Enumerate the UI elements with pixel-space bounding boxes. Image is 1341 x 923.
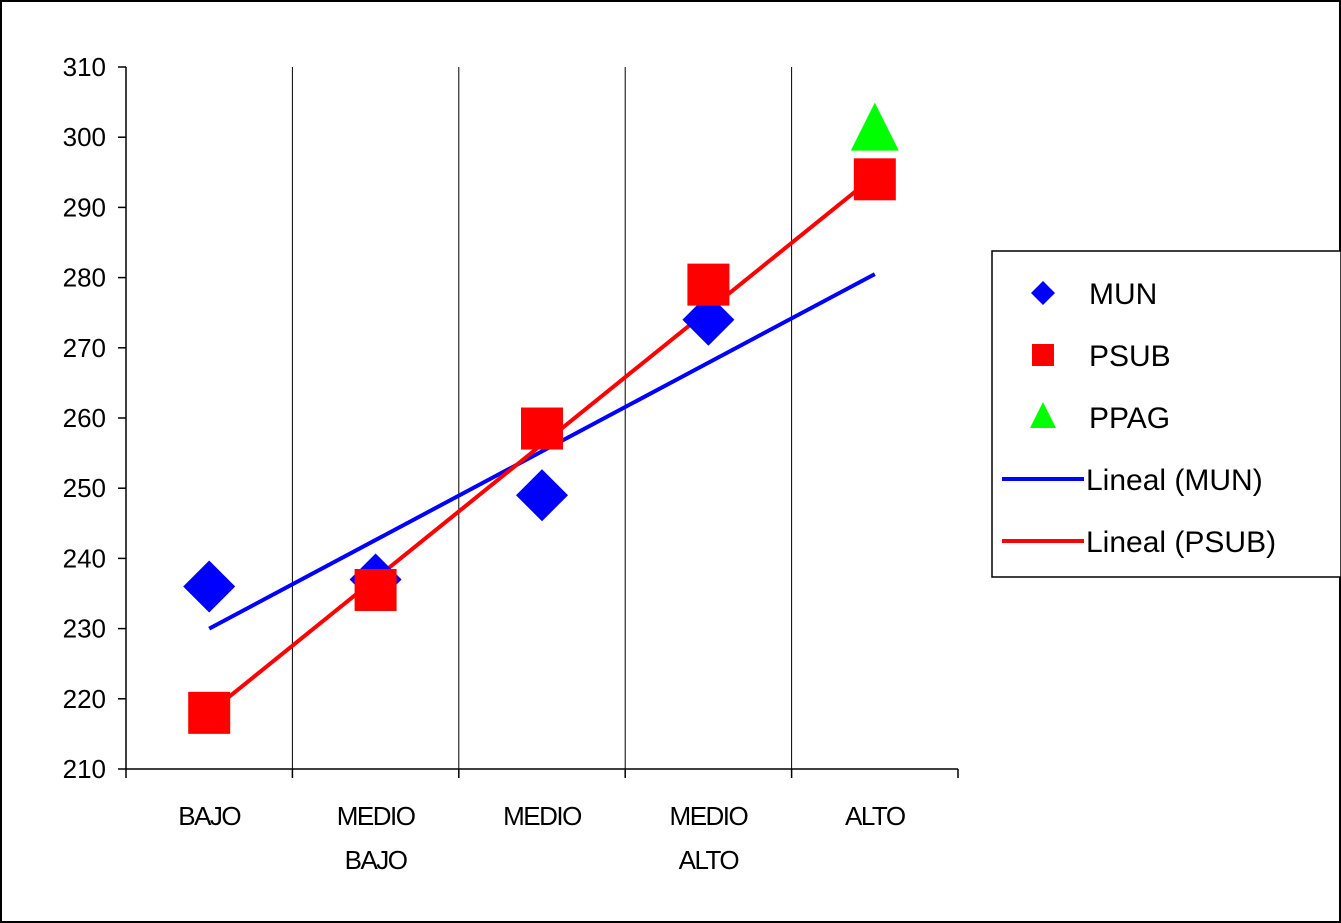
marker-psub [354, 568, 397, 611]
x-tick-label: MEDIO [670, 801, 748, 831]
marker-mun [516, 469, 568, 522]
y-tick-label: 270 [63, 333, 106, 363]
marker-psub [687, 263, 730, 306]
marker-mun [682, 293, 735, 346]
x-tick-label: ALTO [679, 845, 739, 875]
marker-mun [183, 560, 236, 613]
legend-marker [1030, 402, 1056, 429]
legend-marker [1031, 281, 1055, 305]
marker-psub [521, 407, 563, 450]
x-tick-label: BAJO [345, 845, 407, 875]
x-tick-label: ALTO [845, 801, 905, 831]
legend-label: MUN [1089, 278, 1157, 311]
trendline [208, 272, 876, 631]
y-tick-label: 230 [63, 614, 106, 644]
legend-label: Lineal (PSUB) [1086, 526, 1276, 559]
legend-marker [1032, 344, 1054, 366]
x-tick-label: MEDIO [503, 801, 581, 831]
x-tick-label: BAJO [178, 801, 240, 831]
legend-label: Lineal (MUN) [1086, 464, 1263, 497]
y-tick-label: 310 [63, 52, 106, 82]
y-tick-label: 280 [63, 263, 106, 293]
marker-psub [853, 158, 896, 201]
marker-psub [188, 691, 231, 734]
y-tick-label: 210 [63, 754, 106, 784]
y-tick-label: 220 [63, 684, 106, 714]
x-tick-label: MEDIO [337, 801, 415, 831]
y-tick-label: 240 [63, 543, 106, 573]
legend-label: PPAG [1089, 402, 1170, 435]
markers [183, 102, 899, 734]
legend: MUN PSUB PPAG Lineal (MUN) Lineal (PSUB) [991, 250, 1341, 578]
legend-label: PSUB [1089, 340, 1171, 373]
y-tick-label: 260 [63, 403, 106, 433]
grid [291, 67, 793, 769]
axes: 210 220 230 240 250 260 270 280 290 300 310 BAJO MED… [63, 52, 959, 875]
y-tick-label: 300 [63, 122, 106, 152]
y-tick-label: 290 [63, 192, 106, 222]
y-tick-label: 250 [63, 473, 106, 503]
marker-ppag [850, 102, 899, 151]
legend-box [991, 250, 1341, 578]
